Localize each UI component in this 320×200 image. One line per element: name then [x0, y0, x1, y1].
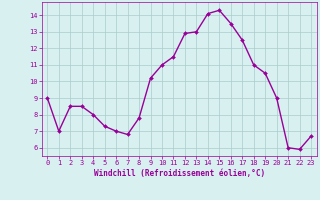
X-axis label: Windchill (Refroidissement éolien,°C): Windchill (Refroidissement éolien,°C)	[94, 169, 265, 178]
